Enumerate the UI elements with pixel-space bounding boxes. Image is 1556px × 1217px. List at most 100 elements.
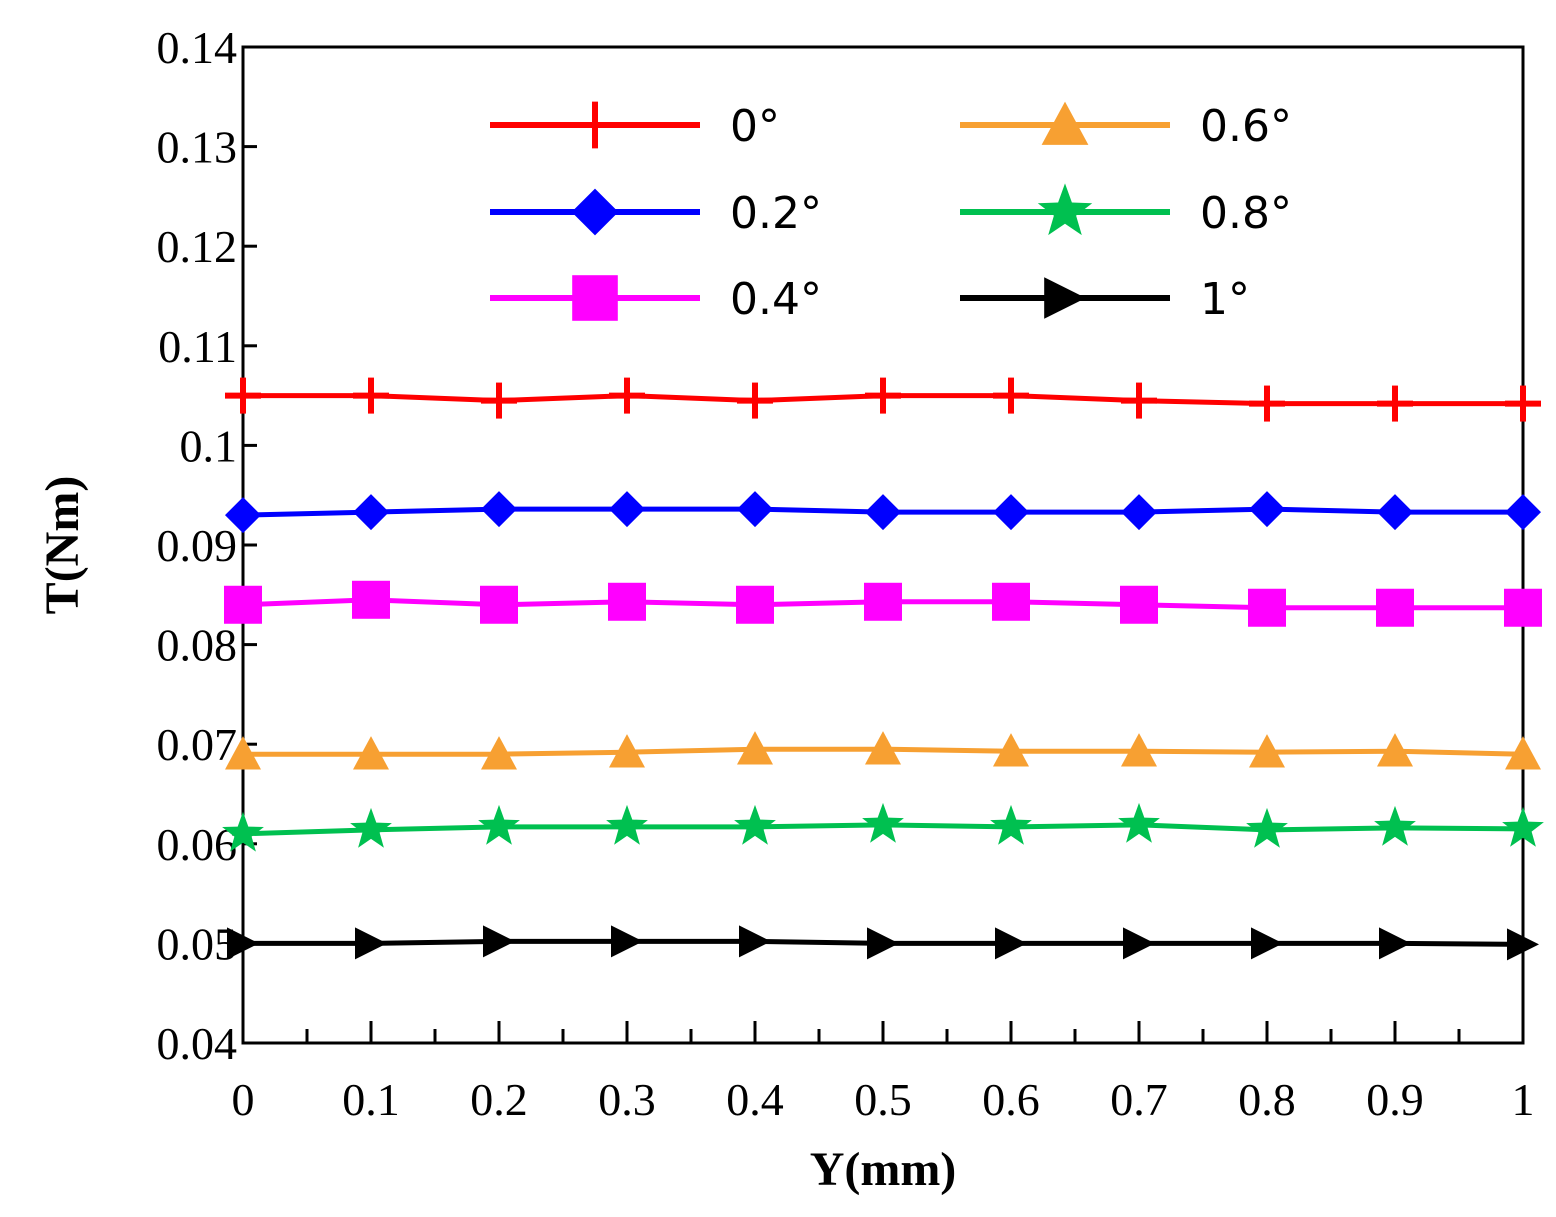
legend-label: 0° (730, 101, 780, 152)
data-point (1507, 928, 1539, 961)
data-point (609, 491, 645, 528)
data-point (352, 580, 390, 619)
data-point (737, 731, 773, 765)
data-point (1376, 588, 1414, 627)
legend-item-5: 1° (960, 274, 1250, 325)
data-point (993, 494, 1029, 531)
series-5 (227, 925, 1539, 961)
data-point (481, 736, 517, 770)
legend-label: 0.4° (730, 274, 822, 325)
data-point (995, 927, 1027, 960)
x-tick-label: 1 (1512, 1074, 1535, 1125)
series-1 (225, 491, 1541, 534)
data-point (865, 494, 901, 531)
legend-item-0: 0° (490, 101, 780, 152)
x-tick-label: 0.7 (1110, 1074, 1168, 1125)
data-point (222, 811, 264, 852)
data-point (1505, 736, 1541, 770)
data-point (990, 804, 1032, 845)
x-tick-label: 0.4 (726, 1074, 784, 1125)
data-point (224, 585, 262, 624)
marker-star (1037, 183, 1093, 236)
legend-item-4: 0.8° (960, 183, 1292, 239)
legend-label: 1° (1200, 274, 1250, 325)
data-point (1377, 494, 1413, 531)
data-point (1121, 733, 1157, 767)
data-point (1505, 385, 1541, 422)
data-point (865, 731, 901, 765)
data-point (737, 382, 773, 419)
data-point (1120, 585, 1158, 624)
data-point (1248, 588, 1286, 627)
y-tick-label: 0.09 (157, 520, 238, 571)
y-tick-label: 0.13 (157, 122, 238, 173)
data-point (1249, 491, 1285, 528)
plot-frame (241, 45, 1525, 1045)
y-tick-label: 0.07 (157, 719, 238, 770)
legend-item-1: 0.2° (490, 188, 822, 239)
data-point (1504, 588, 1542, 627)
axes: 0.040.050.060.070.080.090.10.110.120.130… (157, 22, 1535, 1125)
x-tick-label: 0.1 (342, 1074, 400, 1125)
data-point (606, 804, 648, 845)
data-point (1374, 805, 1416, 846)
data-point (1123, 927, 1155, 960)
data-point (1377, 385, 1413, 422)
series-4 (222, 802, 1544, 852)
data-point (350, 807, 392, 848)
marker-triangle (1041, 101, 1089, 145)
x-tick-label: 0.5 (854, 1074, 912, 1125)
y-tick-label: 0.12 (157, 221, 238, 272)
data-point (225, 377, 261, 414)
data-point (739, 925, 771, 958)
data-point (609, 734, 645, 768)
data-point (355, 927, 387, 960)
marker-square (572, 275, 618, 321)
data-point (864, 582, 902, 621)
data-point (353, 377, 389, 414)
legend-item-3: 0.6° (960, 101, 1292, 152)
x-tick-label: 0.6 (982, 1074, 1040, 1125)
data-point (993, 733, 1029, 767)
series-3 (225, 731, 1541, 770)
legend-label: 0.2° (730, 188, 822, 239)
x-tick-label: 0.8 (1238, 1074, 1296, 1125)
marker-triangle-right (1044, 277, 1086, 319)
data-point (1121, 494, 1157, 531)
data-point (608, 582, 646, 621)
data-point (1377, 733, 1413, 767)
y-axis-title: T(Nm) (36, 476, 89, 615)
data-point (611, 925, 643, 958)
legend-item-2: 0.4° (490, 274, 822, 325)
y-tick-label: 0.06 (157, 819, 238, 870)
legend: 0° 0.2° 0.4° 0.6° 0.8° 1° (490, 101, 1292, 325)
y-tick-label: 0.14 (157, 22, 238, 73)
data-point (867, 927, 899, 960)
y-tick-label: 0.1 (180, 420, 238, 471)
y-tick-label: 0.04 (157, 1018, 238, 1069)
data-point (862, 802, 904, 843)
x-tick-label: 0 (232, 1074, 255, 1125)
data-point (480, 585, 518, 624)
x-tick-label: 0.9 (1366, 1074, 1424, 1125)
y-tick-label: 0.05 (157, 918, 238, 969)
x-axis-title: Y(mm) (810, 1143, 957, 1196)
data-point (1121, 382, 1157, 419)
x-tick-label: 0.3 (598, 1074, 656, 1125)
marker-diamond (571, 188, 619, 236)
data-point (992, 582, 1030, 621)
data-point (225, 736, 261, 770)
series-layer (222, 377, 1544, 961)
data-point (1249, 734, 1285, 768)
series-2 (224, 580, 1542, 627)
data-point (1502, 806, 1544, 847)
y-tick-label: 0.11 (158, 321, 237, 372)
data-point (734, 804, 776, 845)
data-point (865, 377, 901, 414)
marker-plus (571, 101, 619, 149)
legend-label: 0.6° (1200, 101, 1292, 152)
series-0 (225, 377, 1541, 422)
data-point (1505, 494, 1541, 531)
legend-label: 0.8° (1200, 188, 1292, 239)
